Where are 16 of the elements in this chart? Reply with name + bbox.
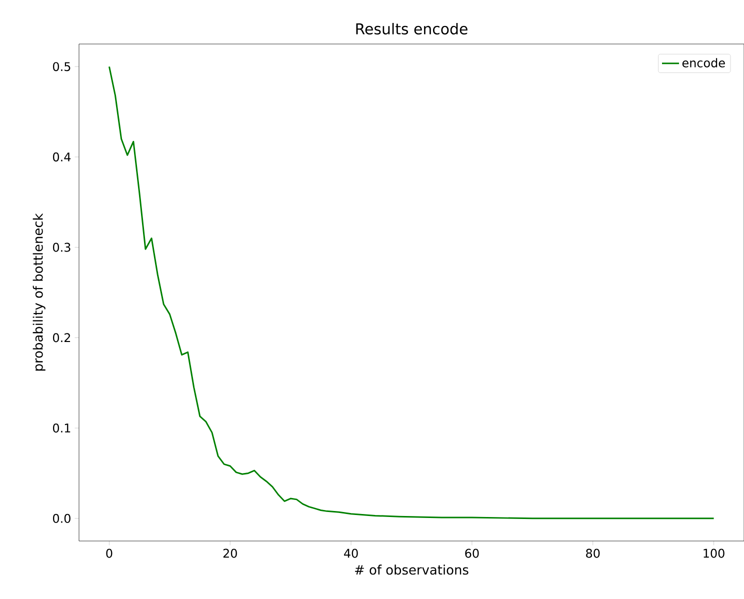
x-axis-title: # of observations [355, 564, 468, 575]
x-tick-label: 0 [106, 548, 112, 558]
y-tick-label: 0.2 [52, 333, 70, 342]
y-tick-label: 0.1 [52, 424, 70, 433]
x-tick-label: 40 [344, 548, 358, 558]
x-tick-label: 60 [465, 548, 479, 558]
y-tick-label: 0.0 [52, 514, 70, 523]
y-tick-label: 0.5 [52, 62, 70, 72]
chart-title: Results encode [356, 22, 468, 35]
y-axis-title: probability of bottleneck [32, 213, 46, 371]
y-tick-label: 0.3 [52, 242, 70, 252]
legend-label: encode [682, 58, 725, 68]
x-tick-label: 20 [223, 548, 237, 558]
x-tick-label: 100 [704, 548, 724, 558]
x-tick-label: 80 [586, 548, 600, 558]
y-tick-label: 0.4 [52, 152, 71, 162]
